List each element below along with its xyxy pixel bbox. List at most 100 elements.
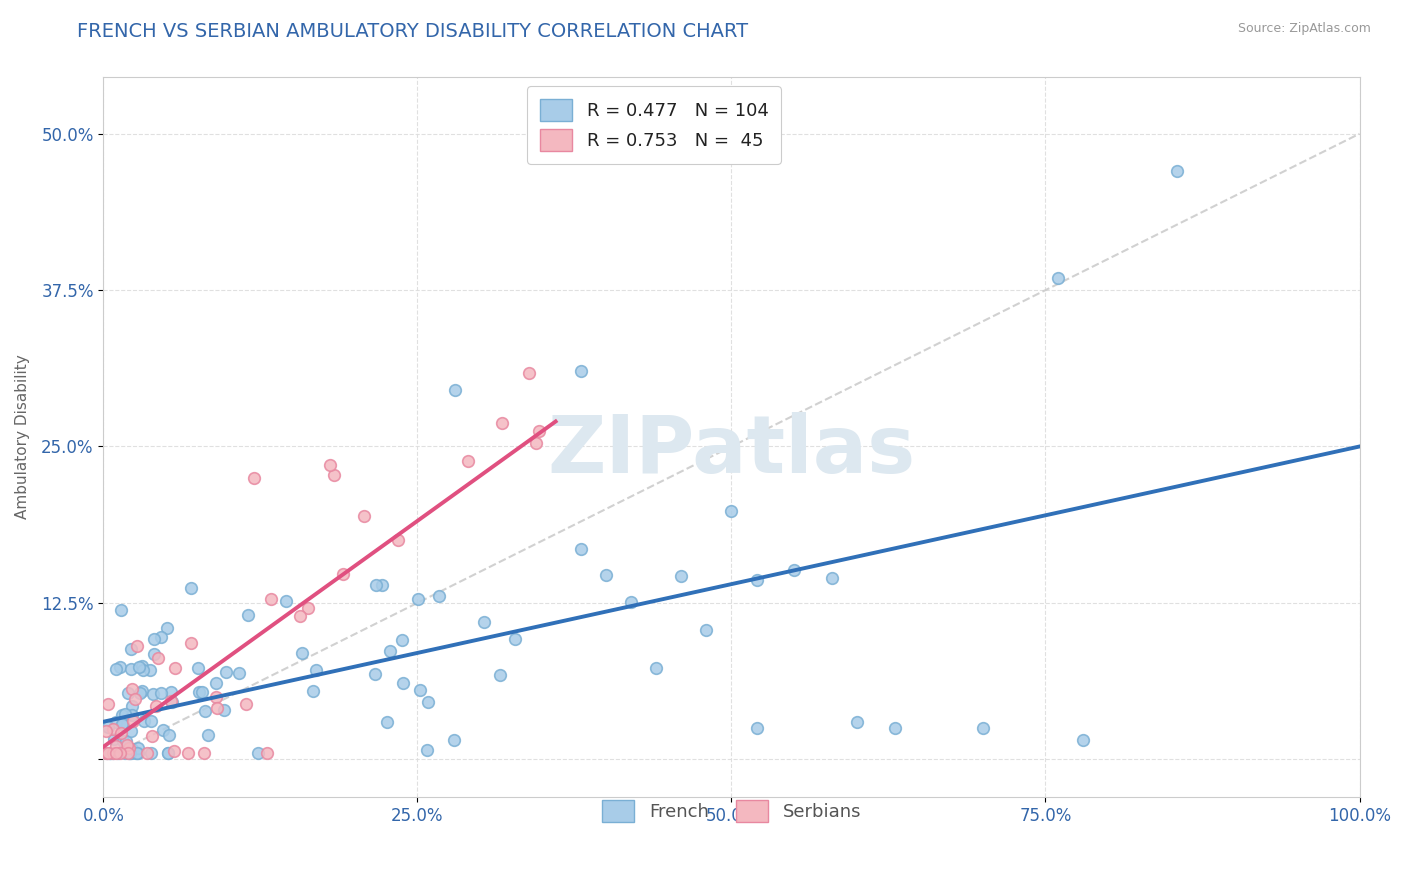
Point (117, 738, 139, 752)
Point (127, 746, 149, 760)
Point (125, 639, 148, 653)
Point (364, 667, 387, 681)
Point (101, 722, 124, 736)
Point (783, 563, 806, 577)
Point (193, 705, 215, 719)
Point (157, 728, 180, 742)
Point (101, 746, 124, 760)
Point (524, 436, 547, 450)
Point (110, 746, 132, 760)
Point (503, 632, 526, 646)
Point (205, 701, 228, 715)
Point (162, 744, 184, 758)
Legend: French, Serbians: French, Serbians (589, 788, 873, 835)
Point (1071, 733, 1094, 747)
Point (187, 661, 209, 675)
Point (408, 592, 430, 607)
Point (120, 724, 142, 739)
Point (364, 578, 387, 592)
Point (117, 686, 139, 700)
Point (193, 746, 215, 760)
Point (276, 593, 298, 607)
Point (444, 383, 467, 397)
Point (212, 703, 235, 717)
Point (180, 636, 202, 650)
Point (114, 706, 136, 721)
Point (120, 746, 142, 760)
Point (157, 746, 180, 760)
Point (94, 723, 117, 738)
Point (111, 708, 134, 723)
Point (1166, 164, 1188, 178)
Y-axis label: Ambulatory Disability: Ambulatory Disability (15, 355, 30, 519)
Point (141, 729, 163, 743)
Point (105, 662, 128, 676)
Point (121, 699, 143, 714)
Point (110, 603, 132, 617)
Point (111, 717, 134, 731)
Point (103, 731, 125, 746)
Point (94, 746, 117, 760)
Point (156, 622, 179, 636)
Point (131, 684, 153, 698)
Point (322, 467, 344, 482)
Point (197, 727, 219, 741)
Point (569, 364, 592, 378)
Point (142, 632, 165, 646)
Point (180, 581, 202, 595)
Point (124, 692, 146, 706)
Point (332, 566, 354, 581)
Point (745, 573, 768, 587)
Point (391, 633, 413, 648)
Point (112, 733, 135, 747)
Point (489, 668, 512, 682)
Point (416, 742, 439, 756)
Point (107, 746, 129, 760)
Point (111, 717, 134, 731)
Point (387, 533, 409, 547)
Point (142, 687, 165, 701)
Text: FRENCH VS SERBIAN AMBULATORY DISABILITY CORRELATION CHART: FRENCH VS SERBIAN AMBULATORY DISABILITY … (77, 22, 748, 41)
Point (371, 578, 394, 592)
Point (846, 714, 869, 729)
Point (695, 623, 717, 637)
Point (132, 663, 155, 677)
Point (238, 608, 260, 623)
Point (98, 746, 121, 760)
Point (418, 695, 440, 709)
Point (117, 746, 139, 760)
Point (205, 676, 228, 690)
Point (120, 641, 142, 656)
Point (129, 685, 152, 699)
Point (150, 630, 173, 644)
Point (177, 746, 200, 760)
Point (120, 746, 142, 760)
Point (720, 504, 742, 518)
Point (117, 741, 139, 756)
Point (215, 665, 238, 680)
Point (143, 647, 166, 661)
Point (96, 746, 118, 760)
Point (139, 746, 162, 760)
Point (156, 746, 179, 760)
Point (125, 746, 148, 760)
Point (110, 726, 132, 740)
Point (159, 684, 181, 698)
Point (527, 424, 550, 438)
Point (569, 542, 592, 557)
Point (353, 509, 375, 524)
Point (97, 720, 120, 734)
Point (121, 742, 143, 756)
Point (443, 733, 465, 747)
Point (136, 746, 159, 760)
Point (301, 684, 323, 698)
Point (745, 721, 768, 735)
Point (972, 721, 994, 735)
Point (110, 660, 132, 674)
Point (620, 595, 643, 609)
Point (375, 715, 398, 730)
Point (121, 681, 143, 696)
Point (139, 664, 162, 678)
Point (260, 592, 283, 607)
Point (145, 699, 167, 714)
